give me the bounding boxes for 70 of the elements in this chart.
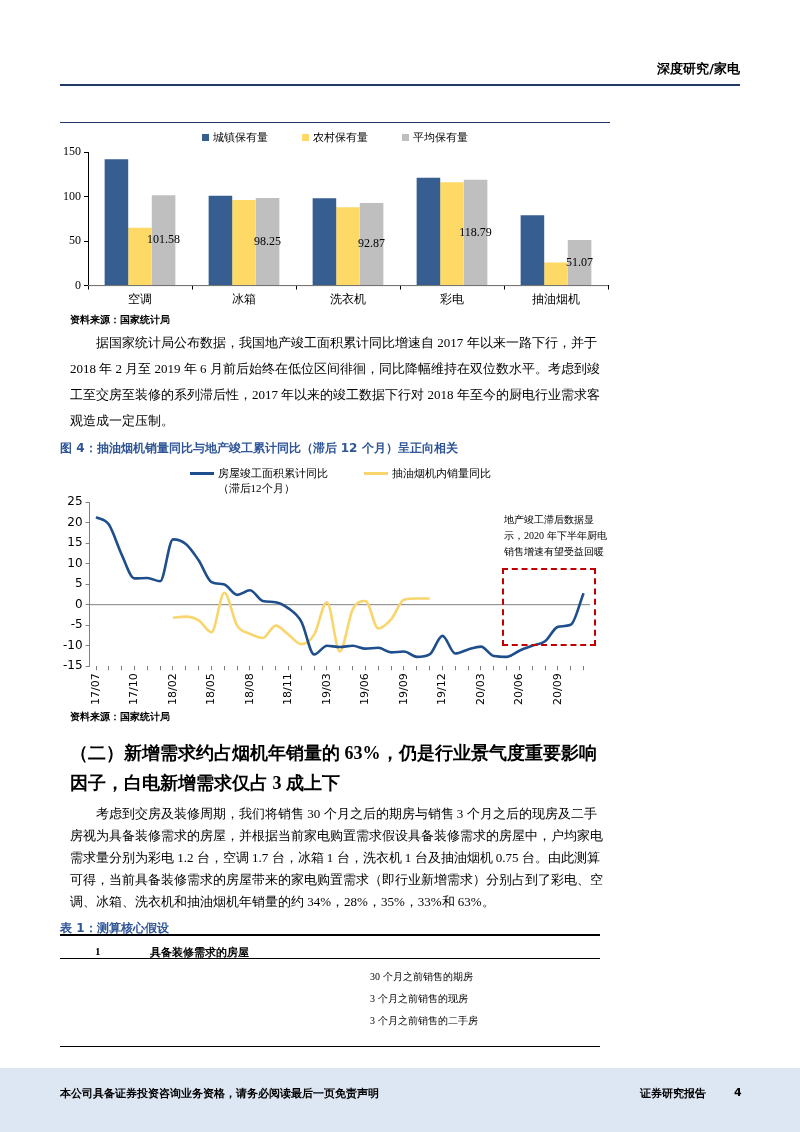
y-tick-label: 0 (74, 596, 83, 611)
text: 据国家统计局公布数据，我国地产竣工面积累计同比增速自 2017 年以来一路下行，并于 2018 年 2 月至 2019 年 6 月前后始终在低位区间徘徊，同比降幅维持在双位数水平。考虑到竣工至交房至装修的系列滞后性，2017 年以来的竣工数据下行对 2018 年至今的厨电行业需求客观造成一定压制。 (70, 334, 600, 430)
y-tick-label: 5 (74, 576, 83, 591)
text: 资料来源：国家统计局 (70, 710, 170, 724)
x-tick-label: 19/12 (435, 673, 449, 705)
text: 表 1：测算核心假设 (60, 920, 169, 937)
bar (232, 200, 256, 286)
y-tick-label: 150 (63, 144, 81, 159)
legend-label: 抽油烟机内销量同比 (391, 466, 491, 481)
x-tick-label: 抽油烟机 (532, 291, 580, 306)
y-tick-label: 20 (67, 514, 83, 529)
y-tick-label: 50 (69, 233, 81, 248)
y-tick-label: 25 (67, 494, 83, 509)
text: 证券研究报告 (640, 1086, 706, 1101)
text: 深度研究/家电 (656, 60, 740, 78)
x-tick-label: 20/03 (473, 673, 487, 705)
y-tick-label: -15 (62, 658, 83, 673)
text: 具备装修需求的房屋 (150, 945, 249, 960)
text: 考虑到交房及装修周期，我们将销售 30 个月之后的期房与销售 3 个月之后的现房及二手房视为具备装修需求的房屋，并根据当前家电购置需求假设具备装修需求的房屋中，户均家电需求量分别为彩电 1.2 台，空调 1.7 台，冰箱 1 台，洗衣机 1 台及抽油烟机 0.75 台。由此测算可得，当前具备装修需求的房屋带来的家电购置需求（即行业新增需求）分别占到了彩电、空调、冰箱、洗衣机和抽油烟机年销量的约 34%，28%，35%，33%和 63%。 (70, 805, 604, 911)
bar (208, 195, 233, 286)
y-tick-label: -5 (70, 617, 83, 632)
bar (255, 198, 280, 286)
legend-label: 城镇保有量 (213, 130, 268, 145)
text: 1 (95, 945, 101, 957)
legend-label: 农村保有量 (313, 130, 368, 145)
x-tick-label: 19/03 (319, 673, 333, 705)
chart-title: 图 4：抽油烟机销量同比与地产竣工累计同比（滞后 12 个月）呈正向相关 (60, 440, 458, 457)
x-tick-label: 17/10 (127, 673, 141, 705)
x-tick-label: 19/09 (396, 673, 410, 705)
y-tick-label: 0 (75, 277, 81, 292)
y-tick-label: 100 (63, 188, 81, 203)
x-tick-label: 冰箱 (232, 291, 256, 306)
x-tick-label: 18/11 (281, 673, 295, 705)
text: 资料来源：国家统计局 (70, 313, 170, 327)
data-label: 98.25 (254, 233, 282, 248)
x-tick-label: 18/08 (242, 673, 256, 705)
text: 4 (734, 1086, 742, 1099)
line-series (94, 515, 585, 659)
y-tick-label: -10 (62, 637, 83, 652)
bar (104, 159, 129, 286)
x-tick-label: 19/06 (358, 673, 372, 705)
legend-label: 房屋竣工面积累计同比（滞后12个月） (217, 466, 329, 496)
data-label: 118.79 (459, 224, 492, 239)
bar (336, 207, 360, 286)
line-series (171, 591, 431, 653)
bar (359, 202, 384, 286)
bar (416, 177, 441, 286)
x-tick-label: 洗衣机 (330, 291, 366, 306)
y-tick-label: 10 (67, 555, 83, 570)
x-tick-label: 18/05 (204, 673, 218, 705)
data-label: 51.07 (566, 254, 594, 269)
x-tick-label: 18/02 (165, 673, 179, 705)
x-tick-label: 17/07 (88, 673, 102, 705)
data-label: 101.58 (147, 232, 181, 247)
text: 3 个月之前销售的现房 (370, 992, 468, 1006)
text: 本公司具备证券投资咨询业务资格，请务必阅读最后一页免责声明 (60, 1086, 379, 1101)
x-tick-label: 空调 (128, 291, 152, 306)
bar (520, 215, 545, 286)
annotation: 地产竣工滞后数据显示，2020 年下半年厨电销售增速有望受益回暖 (504, 513, 608, 559)
x-tick-label: 20/09 (550, 673, 564, 705)
bar (312, 198, 337, 286)
text: 3 个月之前销售的二手房 (370, 1014, 478, 1028)
x-tick-label: 彩电 (440, 291, 464, 306)
text: （二）新增需求约占烟机年销量的 63%，仍是行业景气度重要影响因子，白电新增需求仅占 3 成上下 (70, 742, 598, 795)
y-tick-label: 15 (67, 535, 83, 550)
text: 30 个月之前销售的期房 (370, 970, 473, 984)
legend-label: 平均保有量 (413, 130, 468, 145)
bar (544, 262, 568, 286)
x-tick-label: 20/06 (512, 673, 526, 705)
data-label: 92.87 (358, 236, 386, 251)
